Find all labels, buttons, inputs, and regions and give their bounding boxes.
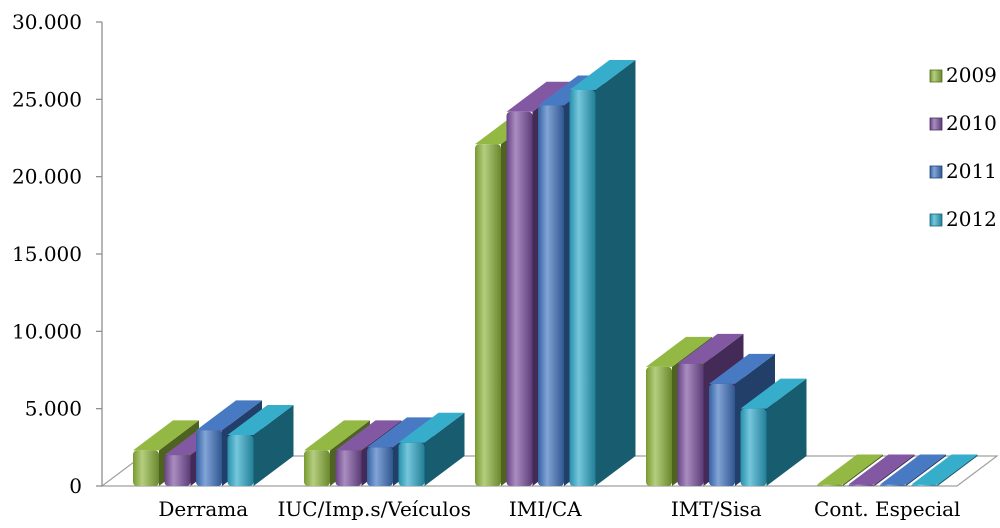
legend-item: 2011 <box>929 159 997 183</box>
legend-item: 2012 <box>929 207 997 231</box>
legend-swatch <box>929 213 943 227</box>
y-tick-label: 0 <box>69 474 82 498</box>
bar <box>398 412 465 486</box>
legend-swatch <box>929 165 943 179</box>
legend-item: 2009 <box>929 63 997 87</box>
y-tick-label: 20.000 <box>12 165 82 189</box>
bar <box>227 404 294 486</box>
bar <box>817 454 883 486</box>
y-tick-label: 25.000 <box>12 87 82 111</box>
bar <box>569 60 636 486</box>
legend-swatch <box>929 69 943 83</box>
bar <box>911 454 978 486</box>
category-labels: Derrama IUC/Imp.s/Veículos IMI/CA IMT/Sisa C… <box>158 497 960 521</box>
bars <box>133 60 978 487</box>
legend-swatch <box>929 117 943 131</box>
bar <box>740 378 807 486</box>
y-tick-label: 15.000 <box>12 242 82 266</box>
legend-label: 2012 <box>946 207 997 231</box>
bar <box>848 454 915 486</box>
legend-item: 2010 <box>929 111 997 135</box>
legend-label: 2009 <box>946 63 997 87</box>
category-label: IMT/Sisa <box>671 497 762 521</box>
category-label: IUC/Imp.s/Veículos <box>278 497 471 521</box>
bar <box>880 454 946 486</box>
y-tick-label: 30.000 <box>12 10 82 34</box>
category-label: Cont. Especial <box>814 497 960 521</box>
y-tick-label: 5.000 <box>25 397 82 421</box>
category-label: IMI/CA <box>509 497 582 521</box>
legend: 2009 2010 2011 2012 <box>929 63 997 231</box>
y-tick-labels: 0 5.000 10.000 15.000 20.000 25.000 30.000 <box>12 10 82 498</box>
y-axis <box>96 21 103 487</box>
y-tick-label: 10.000 <box>12 319 82 343</box>
category-label: Derrama <box>158 497 248 521</box>
legend-label: 2010 <box>946 111 997 135</box>
legend-label: 2011 <box>946 159 997 183</box>
